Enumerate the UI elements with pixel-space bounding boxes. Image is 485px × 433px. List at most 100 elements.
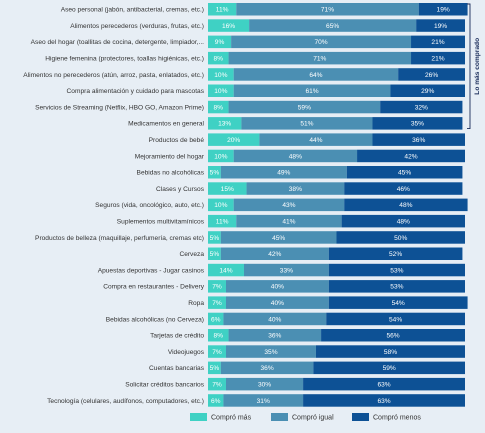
legend-label: Compró igual: [292, 415, 334, 422]
segment-value-label: 8%: [214, 55, 224, 62]
bar-segment: [228, 51, 412, 65]
segment-value-label: 43%: [282, 202, 295, 209]
category-label: Solicitar créditos bancarios: [125, 381, 204, 388]
category-label: Tecnología (celulares, audífonos, comput…: [47, 398, 204, 405]
category-label: Productos de bebé: [149, 137, 205, 144]
bar-segment: [231, 35, 412, 49]
bar-segment: [336, 231, 465, 244]
segment-value-label: 33%: [280, 267, 293, 274]
segment-value-label: 19%: [434, 23, 447, 30]
bar-segment: [390, 84, 465, 97]
segment-value-label: 11%: [216, 218, 229, 225]
segment-value-label: 52%: [389, 251, 402, 258]
legend-swatch: [271, 413, 288, 421]
segment-value-label: 32%: [415, 104, 428, 111]
segment-value-label: 19%: [437, 7, 450, 14]
bar-segment: [259, 133, 373, 146]
bar-segment: [208, 133, 260, 146]
bar-segment: [341, 214, 465, 228]
bar-segment: [208, 182, 247, 195]
segment-value-label: 59%: [383, 365, 396, 372]
bar-segment: [225, 377, 304, 391]
segment-value-label: 56%: [386, 333, 399, 340]
bar-segment: [208, 247, 221, 260]
bar-segment: [208, 166, 221, 179]
segment-value-label: 49%: [277, 170, 290, 177]
category-label: Videojuegos: [168, 349, 205, 356]
segment-value-label: 40%: [268, 316, 281, 323]
category-label: Compra alimentación y cuidado para masco…: [67, 88, 205, 95]
category-label: Medicamentos en general: [128, 121, 204, 128]
segment-value-label: 42%: [268, 251, 281, 258]
bar-segment: [208, 198, 234, 212]
segment-value-label: 10%: [214, 202, 227, 209]
segment-value-label: 9%: [215, 39, 225, 46]
bar-segment: [328, 296, 468, 309]
segment-value-label: 20%: [227, 137, 240, 144]
bar-segment: [249, 19, 417, 32]
bar-segment: [326, 312, 465, 326]
bar-segment: [220, 361, 314, 375]
bar-segment: [233, 149, 358, 163]
bar-segment: [303, 394, 465, 407]
segment-value-label: 5%: [210, 170, 220, 177]
bar-segment: [411, 35, 465, 49]
bar-segment: [228, 100, 381, 114]
bar-segment: [321, 329, 465, 342]
category-label: Bebidas no alcohólicas: [137, 170, 205, 177]
segment-value-label: 54%: [389, 316, 402, 323]
bar-segment: [208, 361, 221, 375]
bar-segment: [208, 263, 244, 277]
segment-value-label: 11%: [216, 7, 229, 14]
bar-segment: [344, 198, 468, 212]
segment-value-label: 7%: [212, 284, 222, 291]
segment-value-label: 59%: [298, 104, 311, 111]
category-label: Apuestas deportivas - Jugar casinos: [98, 267, 205, 274]
category-label: Aseo personal (jabón, antibacterial, cre…: [61, 7, 204, 14]
segment-value-label: 10%: [214, 88, 227, 95]
bar-segment: [208, 149, 234, 163]
bar-segment: [208, 329, 229, 342]
segment-value-label: 13%: [218, 121, 231, 128]
segment-value-label: 5%: [210, 235, 220, 242]
segment-value-label: 41%: [282, 218, 295, 225]
bar-segment: [228, 329, 322, 342]
bar-segment: [411, 51, 465, 65]
legend-swatch: [190, 413, 207, 421]
segment-value-label: 48%: [289, 153, 302, 160]
segment-value-label: 40%: [271, 284, 284, 291]
bar-segment: [208, 84, 234, 97]
bar-segment: [208, 231, 221, 244]
segment-value-label: 44%: [309, 137, 322, 144]
bar-segment: [313, 361, 465, 375]
category-label: Bebidas alcohólicas (no Cerveza): [106, 316, 204, 323]
category-label: Aseo del hogar (toallitas de cocina, det…: [31, 39, 205, 46]
legend-label: Compró más: [211, 415, 252, 422]
segment-value-label: 36%: [261, 365, 274, 372]
segment-value-label: 51%: [300, 121, 313, 128]
segment-value-label: 8%: [214, 333, 224, 340]
segment-value-label: 53%: [390, 267, 403, 274]
bar-segment: [241, 117, 373, 130]
bar-segment: [303, 377, 465, 391]
segment-value-label: 64%: [309, 72, 322, 79]
bar-segment: [208, 35, 232, 49]
bar-segment: [208, 377, 226, 391]
segment-value-label: 10%: [214, 153, 227, 160]
bar-segment: [243, 263, 329, 277]
segment-value-label: 40%: [271, 300, 284, 307]
segment-value-label: 54%: [392, 300, 405, 307]
bar-segment: [223, 312, 327, 326]
segment-value-label: 5%: [210, 365, 220, 372]
bar-segment: [418, 3, 468, 16]
category-label: Clases y Cursos: [156, 186, 205, 193]
bracket-line: [467, 3, 471, 130]
segment-value-label: 8%: [214, 104, 224, 111]
segment-value-label: 61%: [305, 88, 318, 95]
segment-value-label: 7%: [212, 349, 222, 356]
segment-value-label: 7%: [212, 300, 222, 307]
category-label: Mejoramiento del hogar: [135, 153, 205, 160]
legend-label: Compró menos: [373, 415, 421, 422]
segment-value-label: 16%: [222, 23, 235, 30]
